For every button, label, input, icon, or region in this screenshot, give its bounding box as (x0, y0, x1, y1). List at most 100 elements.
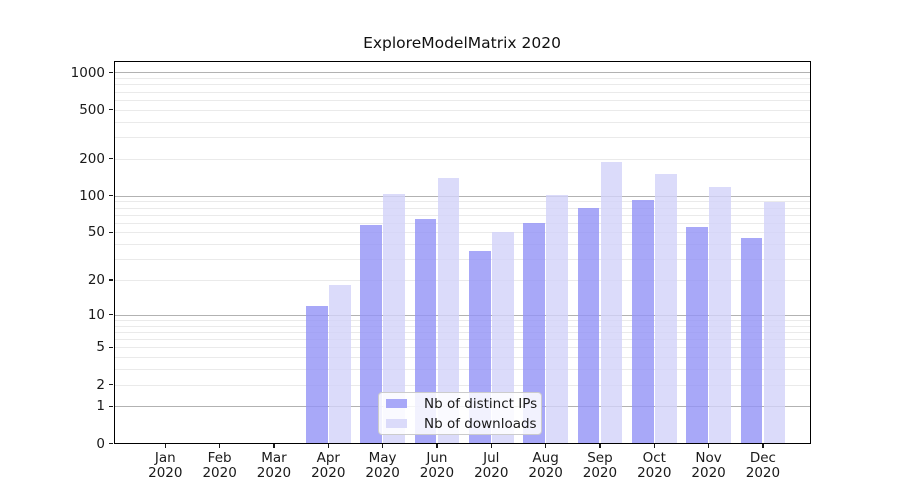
gridline-minor (113, 78, 812, 80)
bar-nb-of-distinct-ips-jun (414, 218, 437, 444)
bar-nb-of-downloads-jul (491, 232, 514, 444)
y-tick (109, 109, 113, 111)
y-tick (109, 158, 113, 160)
gridline-major (113, 72, 812, 74)
gridline-minor (113, 357, 812, 359)
legend: Nb of distinct IPs Nb of downloads (378, 392, 542, 435)
gridline-minor (113, 280, 812, 282)
bar-nb-of-downloads-oct (654, 174, 677, 444)
y-tick (109, 231, 113, 234)
gridline-minor (113, 384, 812, 386)
y-tick (109, 279, 113, 281)
legend-item-downloads: Nb of downloads (379, 415, 541, 432)
bar-nb-of-downloads-nov (709, 186, 731, 444)
x-tick (382, 443, 384, 448)
gridline-minor (113, 319, 812, 321)
x-tick (436, 443, 438, 448)
y-tick-label: 5 (96, 339, 105, 356)
y-tick (109, 71, 113, 74)
y-tick-label: 50 (87, 224, 105, 241)
bar-nb-of-distinct-ips-dec (740, 237, 763, 444)
bar-nb-of-distinct-ips-apr (305, 305, 328, 444)
x-tick (653, 443, 655, 448)
x-tick-label: Apr 2020 (311, 449, 346, 482)
gridline-minor (113, 222, 812, 224)
gridline-minor (113, 201, 812, 203)
x-tick-label: Jun 2020 (419, 449, 455, 482)
gridline-minor (113, 347, 812, 349)
bar-nb-of-downloads-aug (546, 195, 568, 444)
x-tick (762, 443, 764, 448)
gridline-minor (113, 84, 812, 86)
y-tick-label: 2 (96, 376, 105, 393)
gridline-minor (113, 91, 812, 93)
x-tick-label: Nov 2020 (691, 449, 726, 482)
y-tick-label: 10 (87, 306, 105, 323)
gridline-minor (113, 331, 812, 333)
gridline-minor (113, 325, 812, 327)
x-tick-label: Dec 2020 (745, 449, 781, 482)
y-tick (109, 405, 113, 408)
gridline-minor (113, 244, 812, 246)
bar-nb-of-distinct-ips-sep (577, 207, 600, 444)
x-tick (599, 443, 601, 448)
legend-label-downloads: Nb of downloads (424, 415, 537, 432)
x-tick (708, 443, 710, 448)
y-tick-label: 1 (96, 398, 105, 415)
legend-swatch-downloads (386, 419, 407, 428)
bar-nb-of-downloads-apr (328, 285, 351, 444)
bar-nb-of-distinct-ips-nov (686, 227, 708, 444)
bar-nb-of-distinct-ips-oct (631, 199, 654, 444)
legend-label-distinct-ips: Nb of distinct IPs (424, 395, 538, 412)
x-tick (545, 443, 547, 448)
chart-title: ExploreModelMatrix 2020 (363, 34, 561, 52)
bar-nb-of-downloads-may (383, 194, 405, 444)
plot-area (113, 61, 812, 444)
gridline-minor (113, 121, 812, 123)
x-tick (273, 443, 275, 448)
bar-nb-of-downloads-jun (437, 177, 460, 444)
gridline-major (113, 314, 812, 316)
y-tick-label: 500 (79, 101, 105, 118)
gridline-minor (113, 214, 812, 216)
bar-nb-of-distinct-ips-may (360, 224, 382, 444)
gridline-minor (113, 369, 812, 371)
bar-nb-of-distinct-ips-aug (523, 222, 545, 444)
y-tick-label: 100 (79, 187, 105, 204)
bar-nb-of-downloads-dec (763, 201, 786, 444)
gridline-minor (113, 137, 812, 139)
x-tick-label: Mar 2020 (256, 449, 292, 482)
y-tick-label: 200 (79, 150, 105, 167)
gridline-minor (113, 339, 812, 341)
gridline-minor (113, 232, 812, 234)
y-tick (109, 383, 113, 386)
x-tick-label: Aug 2020 (528, 449, 563, 482)
y-tick (109, 443, 113, 445)
x-tick (490, 443, 492, 448)
x-tick (164, 443, 166, 448)
x-tick (219, 443, 221, 448)
gridline-minor (113, 259, 812, 261)
y-tick-label: 20 (87, 272, 105, 289)
y-tick-label: 0 (96, 435, 105, 452)
x-tick-label: May 2020 (365, 449, 400, 482)
x-tick-label: Jul 2020 (474, 449, 509, 482)
y-tick-label: 1000 (70, 64, 105, 81)
x-tick-label: Sep 2020 (582, 449, 618, 482)
gridline-minor (113, 99, 812, 101)
x-tick (327, 443, 329, 448)
bar-nb-of-downloads-sep (600, 162, 623, 444)
gridline-minor (113, 207, 812, 209)
x-tick-label: Oct 2020 (637, 449, 672, 482)
legend-item-distinct-ips: Nb of distinct IPs (379, 395, 541, 412)
y-tick (109, 195, 113, 197)
y-tick (109, 314, 113, 316)
gridline-major (113, 195, 812, 197)
y-tick (109, 346, 113, 349)
gridline-minor (113, 158, 812, 160)
gridline-minor (113, 109, 812, 111)
legend-swatch-distinct-ips (386, 399, 407, 408)
x-tick-label: Jan 2020 (148, 449, 183, 482)
x-tick-label: Feb 2020 (202, 449, 237, 482)
